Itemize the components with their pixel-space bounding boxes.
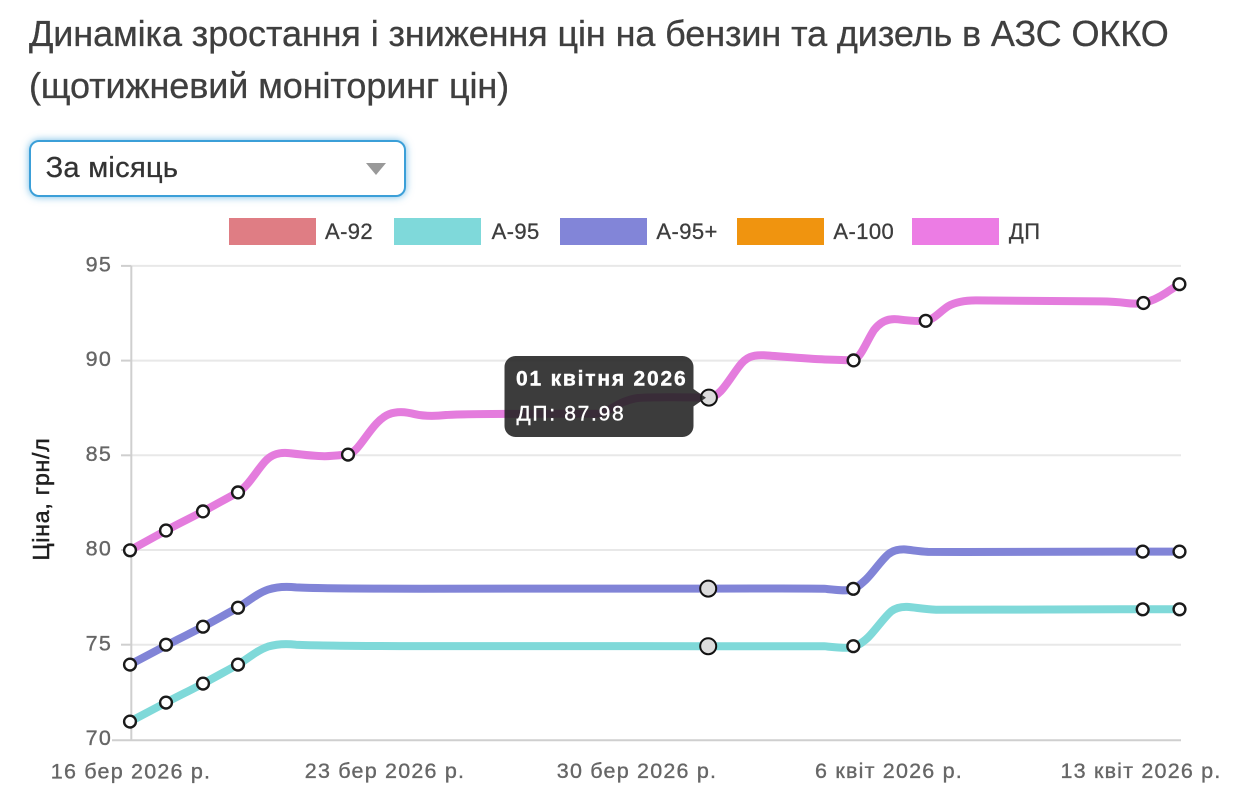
svg-text:23 бер 2026 р.: 23 бер 2026 р.: [305, 759, 465, 783]
svg-text:75: 75: [86, 631, 112, 655]
svg-text:80: 80: [86, 537, 112, 561]
svg-text:95: 95: [86, 253, 112, 277]
svg-text:30 бер 2026 р.: 30 бер 2026 р.: [557, 759, 717, 783]
svg-text:13 квіт 2026 р.: 13 квіт 2026 р.: [1060, 759, 1221, 783]
svg-text:16 бер 2026 р.: 16 бер 2026 р.: [51, 759, 211, 783]
svg-text:ДП: 87.98: ДП: 87.98: [517, 403, 626, 426]
svg-text:70: 70: [86, 726, 112, 750]
svg-text:6 квіт 2026 р.: 6 квіт 2026 р.: [815, 759, 963, 783]
svg-text:90: 90: [86, 347, 112, 371]
svg-text:01 квітня 2026: 01 квітня 2026: [516, 368, 687, 391]
svg-text:85: 85: [86, 442, 112, 466]
svg-text:Ціна, грн/л: Ціна, грн/л: [28, 438, 54, 561]
